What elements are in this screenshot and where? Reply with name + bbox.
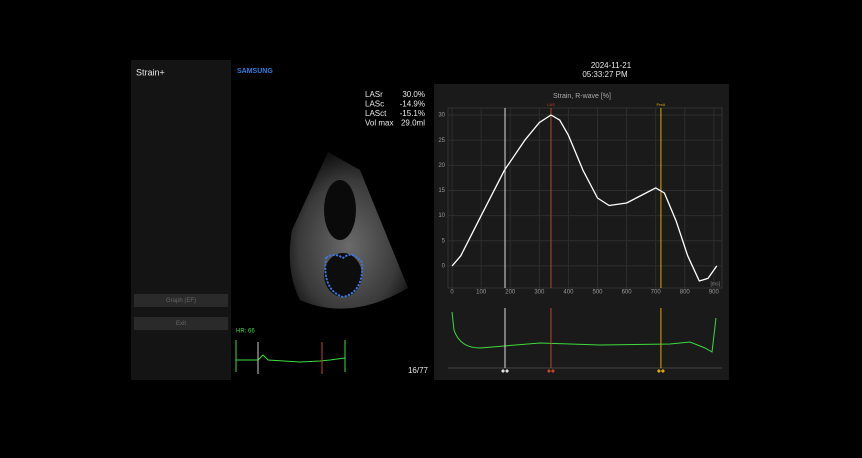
x-tick-label: 700 [651, 290, 662, 296]
measurement-label: LASc [365, 100, 384, 109]
x-axis-label: [ms] [711, 281, 721, 287]
measurement-value: -14.9% [400, 100, 425, 109]
ecg-trace [235, 340, 346, 372]
chamber [324, 253, 362, 297]
brand: SAMSUNG [237, 68, 273, 75]
app-title: Strain+ [136, 67, 165, 77]
y-tick-label: 20 [438, 163, 445, 169]
marker-label: LAS [547, 102, 555, 107]
x-tick-label: 300 [534, 290, 545, 296]
x-tick-label: 400 [563, 290, 574, 296]
ecg-trace [451, 311, 717, 353]
y-tick-label: 30 [438, 113, 445, 119]
marker-diamond [546, 369, 555, 373]
button[interactable] [134, 317, 228, 330]
marker-diamond [501, 369, 510, 373]
measurement-value: 29.0ml [401, 119, 425, 128]
marker-diamond [656, 369, 665, 373]
x-tick-label: 0 [450, 290, 454, 296]
y-tick-label: 25 [438, 138, 445, 144]
frame-counter: 16/77 [408, 366, 429, 375]
x-tick-label: 600 [622, 290, 633, 296]
date: 2024-11-21 [591, 61, 632, 70]
y-tick-label: 10 [438, 213, 445, 219]
chamber [324, 180, 356, 240]
x-tick-label: 800 [680, 290, 691, 296]
button-label[interactable]: Graph (EF) [166, 298, 196, 304]
marker-label: PreA [656, 102, 665, 107]
x-tick-label: 900 [709, 290, 720, 296]
x-tick-label: 500 [592, 290, 603, 296]
y-tick-label: 5 [442, 238, 446, 244]
measurement-value: -15.1% [400, 109, 425, 118]
side-panel [131, 60, 231, 380]
time: 05:33:27 PM [582, 70, 628, 79]
x-tick-label: 100 [476, 290, 487, 296]
x-tick-label: 200 [505, 290, 516, 296]
chart-title: Strain, R-wave [%] [553, 93, 611, 100]
measurement-label: LASct [365, 109, 387, 118]
contour [324, 253, 364, 299]
y-tick-label: 0 [442, 263, 446, 269]
measurement-label: LASr [365, 90, 383, 99]
button[interactable] [134, 294, 228, 307]
measurement-value: 30.0% [402, 90, 425, 99]
measurement-label: Vol max [365, 119, 393, 128]
button-label[interactable]: Exit [176, 321, 186, 327]
strain-curve [451, 114, 718, 282]
plot-area [447, 107, 723, 289]
y-tick-label: 15 [438, 188, 445, 194]
heart-rate: HR: 66 [236, 329, 255, 335]
